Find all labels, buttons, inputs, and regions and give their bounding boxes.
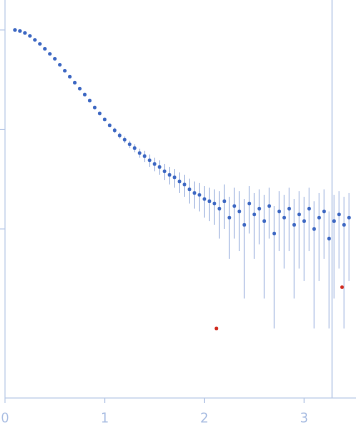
data-point bbox=[152, 162, 157, 166]
data-point bbox=[122, 137, 127, 142]
data-point bbox=[342, 223, 346, 227]
data-point bbox=[307, 206, 311, 211]
data-point bbox=[192, 191, 197, 195]
data-point bbox=[92, 105, 97, 110]
data-point bbox=[43, 47, 47, 51]
data-point bbox=[177, 179, 182, 184]
data-point bbox=[33, 38, 37, 42]
data-point bbox=[282, 215, 287, 220]
data-point bbox=[297, 212, 301, 217]
data-point bbox=[212, 201, 217, 206]
data-point bbox=[127, 142, 132, 147]
data-point bbox=[317, 215, 321, 220]
data-point bbox=[107, 123, 112, 128]
data-point bbox=[272, 231, 277, 236]
data-point bbox=[68, 74, 72, 79]
data-point bbox=[247, 201, 252, 206]
data-point bbox=[214, 326, 219, 331]
data-point bbox=[117, 133, 122, 138]
data-point bbox=[312, 227, 316, 231]
data-point bbox=[102, 117, 107, 122]
data-point bbox=[162, 169, 167, 174]
data-point bbox=[82, 92, 87, 97]
data-point bbox=[63, 68, 67, 73]
x-tick-label: 3 bbox=[300, 412, 308, 427]
data-point bbox=[277, 209, 282, 214]
data-point bbox=[137, 151, 142, 155]
data-point bbox=[207, 199, 212, 204]
data-point bbox=[257, 206, 262, 211]
data-point bbox=[58, 62, 62, 67]
data-point bbox=[97, 111, 102, 116]
data-point bbox=[157, 165, 162, 169]
x-tick-label: 1 bbox=[101, 412, 109, 427]
data-point bbox=[48, 52, 52, 56]
data-point bbox=[13, 28, 17, 32]
data-point bbox=[187, 187, 192, 192]
data-point bbox=[23, 31, 27, 35]
x-tick-label: 0 bbox=[1, 412, 9, 427]
data-point bbox=[18, 29, 22, 33]
data-point bbox=[302, 219, 306, 223]
data-point bbox=[167, 173, 172, 177]
x-tick-label: 2 bbox=[200, 412, 208, 427]
data-point bbox=[73, 80, 77, 85]
data-point bbox=[262, 219, 267, 223]
data-point bbox=[132, 146, 137, 150]
data-point bbox=[242, 223, 247, 227]
data-point bbox=[267, 204, 272, 208]
data-point bbox=[38, 42, 42, 46]
data-point bbox=[292, 223, 296, 227]
data-point bbox=[53, 56, 57, 61]
data-point bbox=[322, 209, 326, 214]
data-point bbox=[142, 154, 147, 158]
data-point bbox=[227, 215, 232, 220]
data-point bbox=[202, 197, 207, 201]
data-point bbox=[222, 199, 227, 204]
data-point bbox=[197, 193, 202, 197]
data-point bbox=[28, 34, 32, 38]
data-point bbox=[147, 158, 152, 163]
data-point bbox=[77, 86, 82, 91]
data-point bbox=[327, 236, 331, 241]
data-point bbox=[112, 128, 117, 133]
data-point bbox=[182, 182, 187, 187]
data-point bbox=[172, 175, 177, 180]
data-point bbox=[347, 215, 351, 220]
data-point bbox=[87, 98, 92, 103]
data-point bbox=[340, 285, 344, 289]
data-point bbox=[217, 206, 222, 211]
data-point bbox=[287, 206, 291, 211]
data-point bbox=[237, 209, 242, 214]
data-point bbox=[232, 204, 237, 208]
data-point bbox=[332, 219, 336, 223]
data-point bbox=[252, 212, 257, 217]
data-point bbox=[337, 212, 341, 217]
